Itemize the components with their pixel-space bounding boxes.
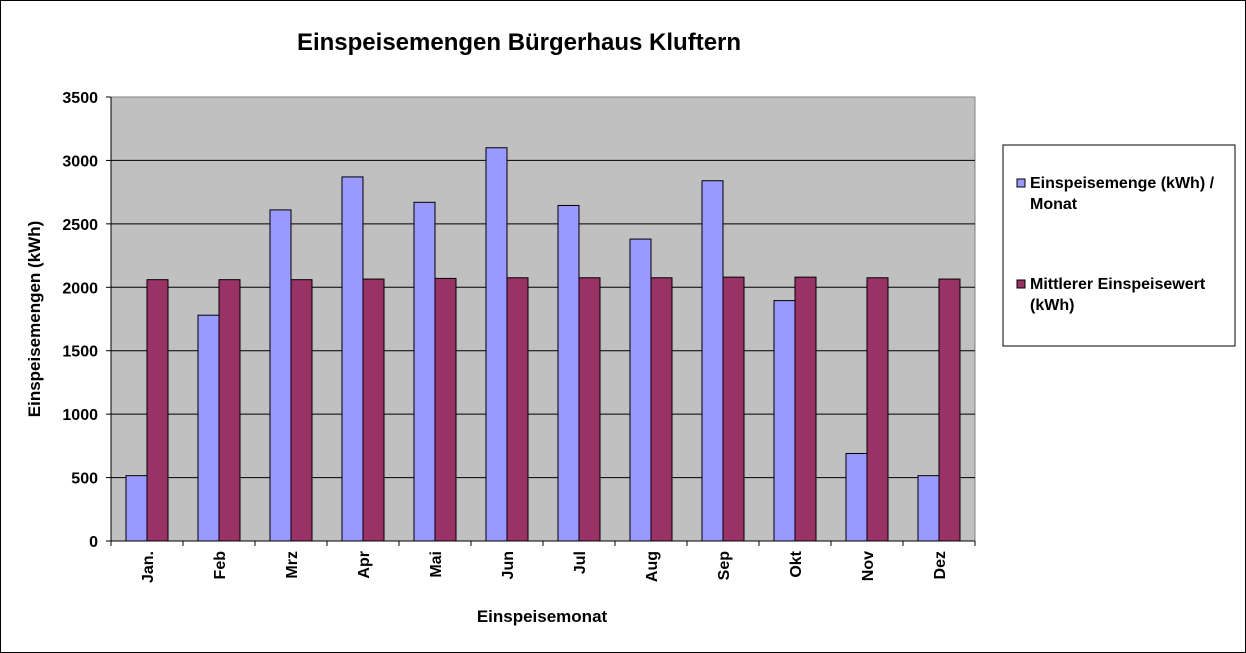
y-tick-label: 500 bbox=[71, 471, 98, 488]
y-tick-label: 2500 bbox=[62, 217, 98, 234]
bar-einspeisemenge-feb bbox=[197, 314, 220, 542]
x-tick-labels: Jan. Feb Mrz Apr Mai Jun Jul Aug Sep Okt Nov Dez bbox=[140, 550, 949, 583]
legend-swatch bbox=[1016, 178, 1026, 188]
bar-einspeisemenge-mai bbox=[413, 201, 436, 542]
axes bbox=[106, 96, 976, 546]
bar-mittlerer-okt bbox=[794, 276, 817, 542]
x-tick-label: Mai bbox=[428, 551, 445, 578]
legend-label: Einspeisemenge (kWh) / bbox=[1030, 175, 1215, 192]
legend: Einspeisemenge (kWh) / Monat Mittlerer Ein… bbox=[1002, 144, 1236, 347]
bar-mittlerer-mrz bbox=[290, 279, 313, 542]
x-tick-label: Dez bbox=[932, 551, 949, 579]
y-tick-label: 3500 bbox=[62, 90, 98, 107]
x-axis-title: Einspeisemonat bbox=[477, 607, 608, 626]
x-tick-label: Jul bbox=[572, 551, 589, 574]
legend-label: Monat bbox=[1030, 196, 1078, 213]
bar-mittlerer-jan bbox=[146, 279, 169, 542]
bar-mittlerer-feb bbox=[218, 279, 241, 542]
bar-einspeisemenge-jul bbox=[557, 204, 580, 542]
bar-einspeisemenge-apr bbox=[341, 176, 364, 542]
y-tick-labels: 0 500 1000 1500 2000 2500 3000 3500 bbox=[62, 90, 98, 551]
bar-mittlerer-apr bbox=[362, 278, 385, 542]
bars bbox=[125, 147, 961, 542]
bar-mittlerer-mai bbox=[434, 277, 457, 542]
bar-einspeisemenge-mrz bbox=[269, 209, 292, 542]
y-axis-title: Einspeisemengen (kWh) bbox=[25, 221, 44, 417]
x-tick-label: Aug bbox=[644, 551, 661, 582]
bar-einspeisemenge-okt bbox=[773, 300, 796, 542]
x-tick-label: Sep bbox=[716, 551, 733, 581]
gridlines bbox=[111, 159, 975, 479]
bar-mittlerer-jun bbox=[506, 277, 529, 542]
legend-label: (kWh) bbox=[1030, 297, 1074, 314]
x-tick-label: Okt bbox=[788, 550, 805, 577]
legend-box bbox=[1002, 144, 1236, 347]
bar-einspeisemenge-sep bbox=[701, 180, 724, 542]
y-tick-label: 1000 bbox=[62, 407, 98, 424]
x-tick-label: Feb bbox=[212, 551, 229, 580]
bar-einspeisemenge-jan bbox=[125, 475, 148, 542]
bar-einspeisemenge-aug bbox=[629, 238, 652, 542]
plot-area bbox=[110, 96, 976, 542]
bar-mittlerer-aug bbox=[650, 277, 673, 542]
y-tick-label: 3000 bbox=[62, 153, 98, 170]
bar-mittlerer-dez bbox=[938, 278, 961, 542]
x-tick-label: Nov bbox=[860, 551, 877, 581]
bar-einspeisemenge-jun bbox=[485, 147, 508, 542]
x-tick-label: Mrz bbox=[284, 551, 301, 579]
chart-title: Einspeisemengen Bürgerhaus Kluftern bbox=[297, 29, 741, 56]
x-tick-label: Jun bbox=[500, 551, 517, 579]
legend-swatch bbox=[1016, 279, 1026, 289]
bar-mittlerer-sep bbox=[722, 276, 745, 542]
legend-label: Mittlerer Einspeisewert bbox=[1030, 276, 1206, 293]
bar-mittlerer-jul bbox=[578, 277, 601, 542]
bar-mittlerer-nov bbox=[866, 277, 889, 542]
x-tick-label: Apr bbox=[356, 551, 373, 579]
bar-einspeisemenge-nov bbox=[845, 452, 868, 542]
y-tick-label: 0 bbox=[89, 534, 98, 551]
y-tick-label: 2000 bbox=[62, 280, 98, 297]
bar-einspeisemenge-dez bbox=[917, 475, 940, 542]
y-tick-label: 1500 bbox=[62, 344, 98, 361]
x-tick-label: Jan. bbox=[140, 551, 157, 583]
